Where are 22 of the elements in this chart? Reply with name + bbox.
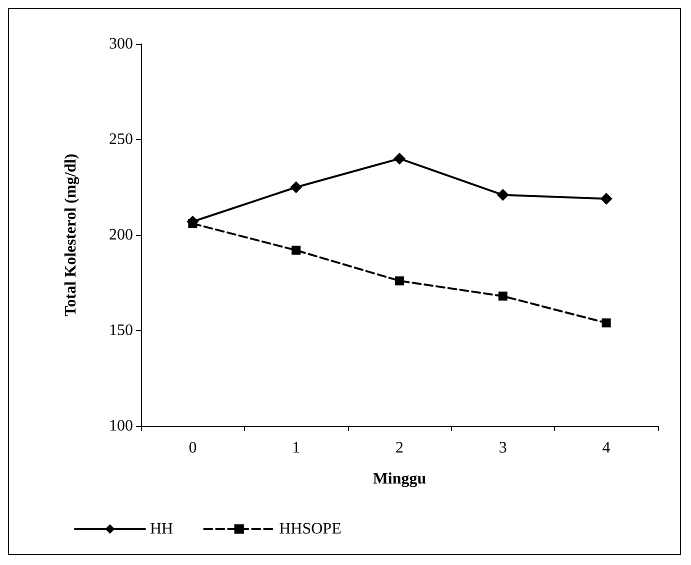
y-tick-label: 200 bbox=[109, 226, 133, 244]
x-tick-label: 4 bbox=[602, 440, 610, 456]
y-axis-title: Total Kolesterol (mg/dl) bbox=[62, 154, 80, 316]
x-axis-title: Minggu bbox=[372, 470, 426, 488]
point bbox=[292, 246, 301, 255]
x-tick-label: 1 bbox=[292, 440, 300, 456]
point bbox=[602, 318, 611, 328]
point bbox=[600, 192, 612, 205]
y-tick-label: 150 bbox=[109, 322, 133, 339]
y-tick-label: 300 bbox=[109, 36, 133, 52]
point bbox=[395, 276, 404, 286]
x-tick-label: 2 bbox=[396, 440, 404, 456]
point bbox=[498, 292, 508, 301]
point bbox=[394, 152, 406, 165]
y-tick-label: 100 bbox=[109, 418, 133, 434]
x-tick-label: 0 bbox=[188, 440, 197, 456]
point bbox=[496, 188, 509, 201]
y-tick-label: 250 bbox=[109, 131, 133, 148]
x-tick-label: 3 bbox=[498, 440, 507, 456]
legend-label: HHSOPE bbox=[279, 520, 342, 538]
legend-label: HH bbox=[150, 520, 174, 538]
point bbox=[290, 181, 302, 194]
